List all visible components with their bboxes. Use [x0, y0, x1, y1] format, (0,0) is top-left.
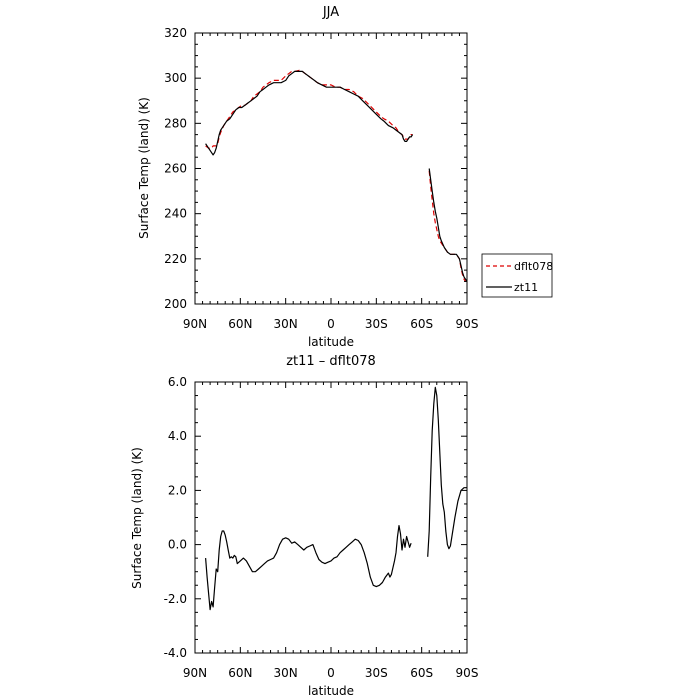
top-chart-series-zt11-segment-1	[428, 168, 468, 282]
bottom-chart: zt11 – dflt078 90N 60N 30N 0 30S 60S 90S -4.0 -2…	[130, 354, 478, 698]
bottom-chart-x-tick-label: 30N	[274, 666, 298, 680]
top-chart-y-tick-label: 300	[164, 71, 187, 85]
top-chart-y-tick-label: 200	[164, 297, 187, 311]
top-chart: JJA 90N 60N 30N 0 30S 60S 90S 200 220 240 260 280 30…	[137, 5, 478, 349]
bottom-chart-axes: 90N 60N 30N 0 30S 60S 90S -4.0 -2.0 0.0 2.0 4.0 6.0	[164, 375, 479, 680]
bottom-chart-y-tick-label: 6.0	[168, 375, 187, 389]
top-chart-x-tick-label: 60N	[228, 317, 252, 331]
top-chart-x-tick-label: 30S	[365, 317, 388, 331]
top-chart-plot-area	[205, 69, 468, 282]
top-chart-y-tick-label: 260	[164, 162, 187, 176]
top-chart-x-tick-label: 30N	[274, 317, 298, 331]
bottom-chart-x-tick-label: 60S	[410, 666, 433, 680]
bottom-chart-series-line0-segment-1	[427, 386, 467, 557]
top-chart-x-tick-label: 0	[327, 317, 335, 331]
top-chart-y-tick-label: 240	[164, 207, 187, 221]
bottom-chart-x-axis-label: latitude	[308, 684, 354, 698]
top-chart-x-tick-label: 60S	[410, 317, 433, 331]
top-chart-y-axis-label: Surface Temp (land) (K)	[137, 97, 151, 239]
legend: dflt078 zt11	[481, 253, 553, 298]
bottom-chart-series-line0-segment-0	[205, 524, 412, 611]
top-chart-series-dflt078-segment-0	[205, 69, 413, 149]
top-chart-title: JJA	[322, 5, 339, 20]
bottom-chart-x-tick-label: 60N	[228, 666, 252, 680]
top-chart-y-tick-label: 320	[164, 26, 187, 40]
legend-label-zt11: zt11	[514, 281, 538, 294]
bottom-chart-y-tick-label: -4.0	[164, 646, 187, 660]
bottom-chart-y-tick-label: 2.0	[168, 483, 187, 497]
bottom-chart-x-tick-label: 0	[327, 666, 335, 680]
top-chart-x-tick-label: 90S	[456, 317, 479, 331]
top-chart-series-zt11-segment-0	[205, 70, 414, 156]
bottom-chart-plot-area	[205, 386, 467, 611]
legend-label-dflt078: dflt078	[514, 260, 553, 273]
bottom-chart-title: zt11 – dflt078	[286, 354, 376, 369]
bottom-chart-y-tick-label: -2.0	[164, 592, 187, 606]
top-chart-y-tick-label: 280	[164, 116, 187, 130]
top-chart-y-tick-label: 220	[164, 252, 187, 266]
top-chart-x-axis-label: latitude	[308, 335, 354, 349]
bottom-chart-y-axis-label: Surface Temp (land) (K)	[130, 447, 144, 589]
top-chart-axes: 90N 60N 30N 0 30S 60S 90S 200 220 240 260 280 300 320	[164, 26, 478, 331]
top-chart-x-tick-label: 90N	[183, 317, 207, 331]
top-chart-frame	[194, 32, 468, 305]
bottom-chart-y-tick-label: 0.0	[168, 538, 187, 552]
bottom-chart-x-tick-label: 30S	[365, 666, 388, 680]
bottom-chart-y-tick-label: 4.0	[168, 429, 187, 443]
legend-box	[481, 253, 553, 298]
bottom-chart-frame	[194, 381, 468, 654]
bottom-chart-x-tick-label: 90N	[183, 666, 207, 680]
bottom-chart-x-tick-label: 90S	[456, 666, 479, 680]
